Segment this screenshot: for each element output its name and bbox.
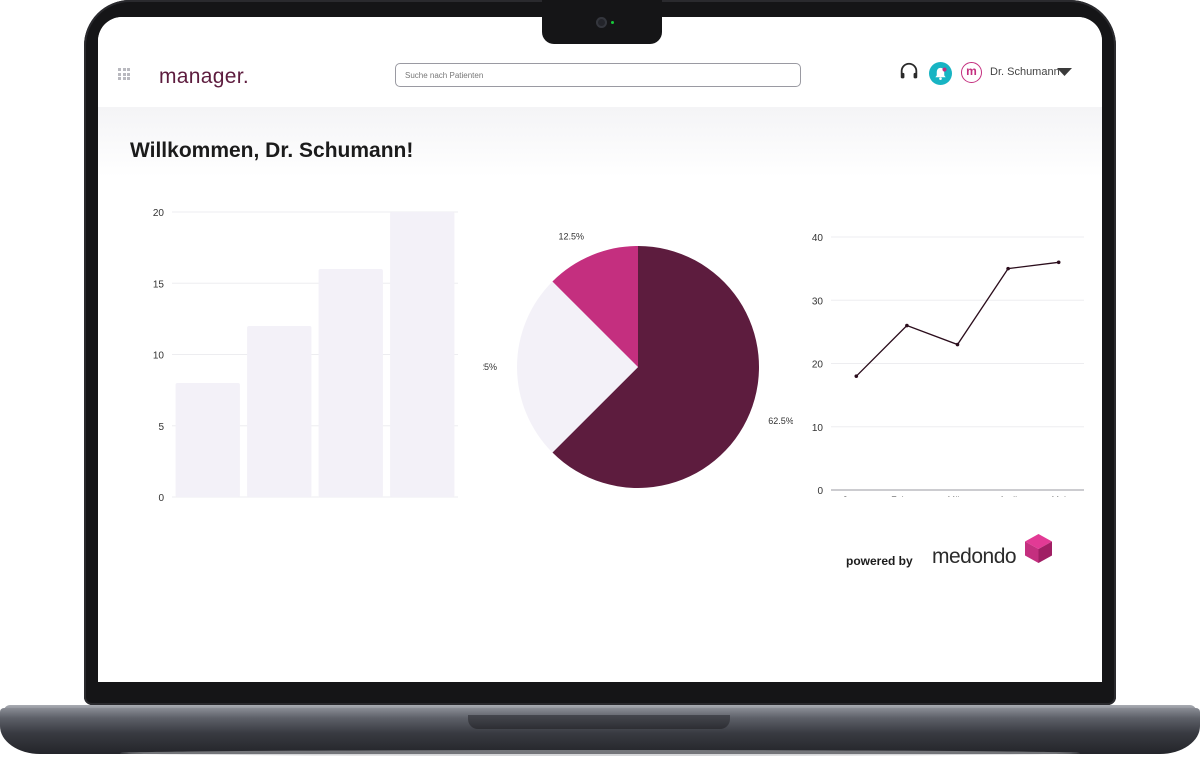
headset-icon[interactable] — [898, 61, 920, 83]
bar-y-tick-label: 15 — [153, 279, 165, 290]
camera-notch — [542, 0, 662, 44]
line-x-tick-label: Januar — [843, 495, 871, 497]
line-series — [855, 261, 1059, 377]
pie-slice[interactable] — [517, 281, 638, 453]
pie-slice[interactable] — [552, 246, 759, 488]
line-y-tick-label: 20 — [812, 360, 824, 371]
bar[interactable] — [318, 269, 383, 497]
line-point[interactable] — [955, 342, 960, 347]
medondo-cube-icon — [1025, 534, 1052, 563]
bell-icon — [935, 67, 947, 80]
line-y-tick-label: 40 — [812, 233, 824, 244]
bar[interactable] — [175, 383, 240, 497]
line-point[interactable] — [905, 323, 909, 328]
line-x-tick-label: März — [948, 495, 968, 497]
line-x-tick-label: Februar — [891, 495, 923, 497]
medondo-logo-text: medondo — [932, 545, 1017, 568]
pie-slice[interactable] — [552, 246, 638, 367]
line-y-tick-label: 0 — [817, 486, 823, 497]
notifications-button[interactable] — [929, 62, 952, 85]
laptop-hinge — [468, 715, 730, 729]
apps-grid-icon[interactable] — [118, 68, 130, 80]
powered-by-label: powered by — [846, 554, 913, 568]
bar[interactable] — [390, 212, 455, 497]
line-y-tick-label: 30 — [812, 296, 824, 307]
line-point[interactable] — [854, 374, 859, 378]
pie-slice-label: 25% — [483, 362, 497, 372]
user-name[interactable]: Dr. Schumann — [990, 66, 1060, 78]
bar-chart: 0 5 10 15 20 — [153, 208, 458, 504]
bar[interactable] — [247, 326, 312, 497]
pie-slice-label: 12.5% — [559, 232, 585, 242]
pie-slice-label: 62.5% — [768, 416, 793, 426]
patient-search-input[interactable] — [395, 63, 801, 87]
screen: manager. m Dr. Schumann Willkommen, Dr. … — [98, 17, 1102, 682]
content-header-shade — [98, 107, 1102, 177]
line-point[interactable] — [1006, 266, 1010, 271]
app-logo[interactable]: manager. — [159, 65, 249, 88]
bar-y-tick-label: 0 — [158, 493, 164, 504]
user-avatar[interactable]: m — [961, 62, 982, 83]
bar-y-tick-label: 10 — [153, 351, 165, 362]
top-bar: manager. m Dr. Schumann — [98, 17, 1102, 107]
chevron-down-icon[interactable] — [1057, 68, 1072, 76]
line-y-tick-label: 10 — [812, 423, 824, 434]
line-x-tick-label: April — [999, 495, 1017, 497]
line-chart: 0 10 20 30 40 Januar Februar März April Mai — [812, 233, 1084, 497]
bar-y-tick-label: 5 — [158, 422, 164, 433]
camera-led — [611, 21, 614, 24]
line-x-tick-label: Mai — [1051, 495, 1066, 497]
bar-y-tick-label: 20 — [153, 208, 165, 219]
page-title: Willkommen, Dr. Schumann! — [130, 139, 414, 162]
line-point[interactable] — [1056, 260, 1061, 265]
laptop-shadow — [120, 750, 1080, 756]
pie-chart: 62.5% 25% 12.5% — [483, 232, 793, 488]
camera-icon — [596, 17, 607, 28]
